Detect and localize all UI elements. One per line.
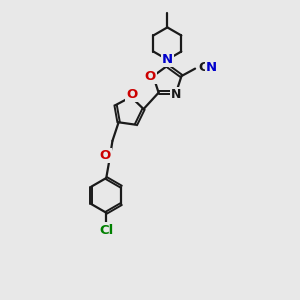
Text: Cl: Cl bbox=[99, 224, 113, 236]
Text: N: N bbox=[171, 88, 181, 101]
Text: O: O bbox=[100, 149, 111, 162]
Text: N: N bbox=[162, 53, 173, 66]
Text: N: N bbox=[206, 61, 217, 74]
Text: C: C bbox=[198, 61, 208, 74]
Text: O: O bbox=[126, 88, 137, 101]
Text: O: O bbox=[145, 70, 156, 83]
